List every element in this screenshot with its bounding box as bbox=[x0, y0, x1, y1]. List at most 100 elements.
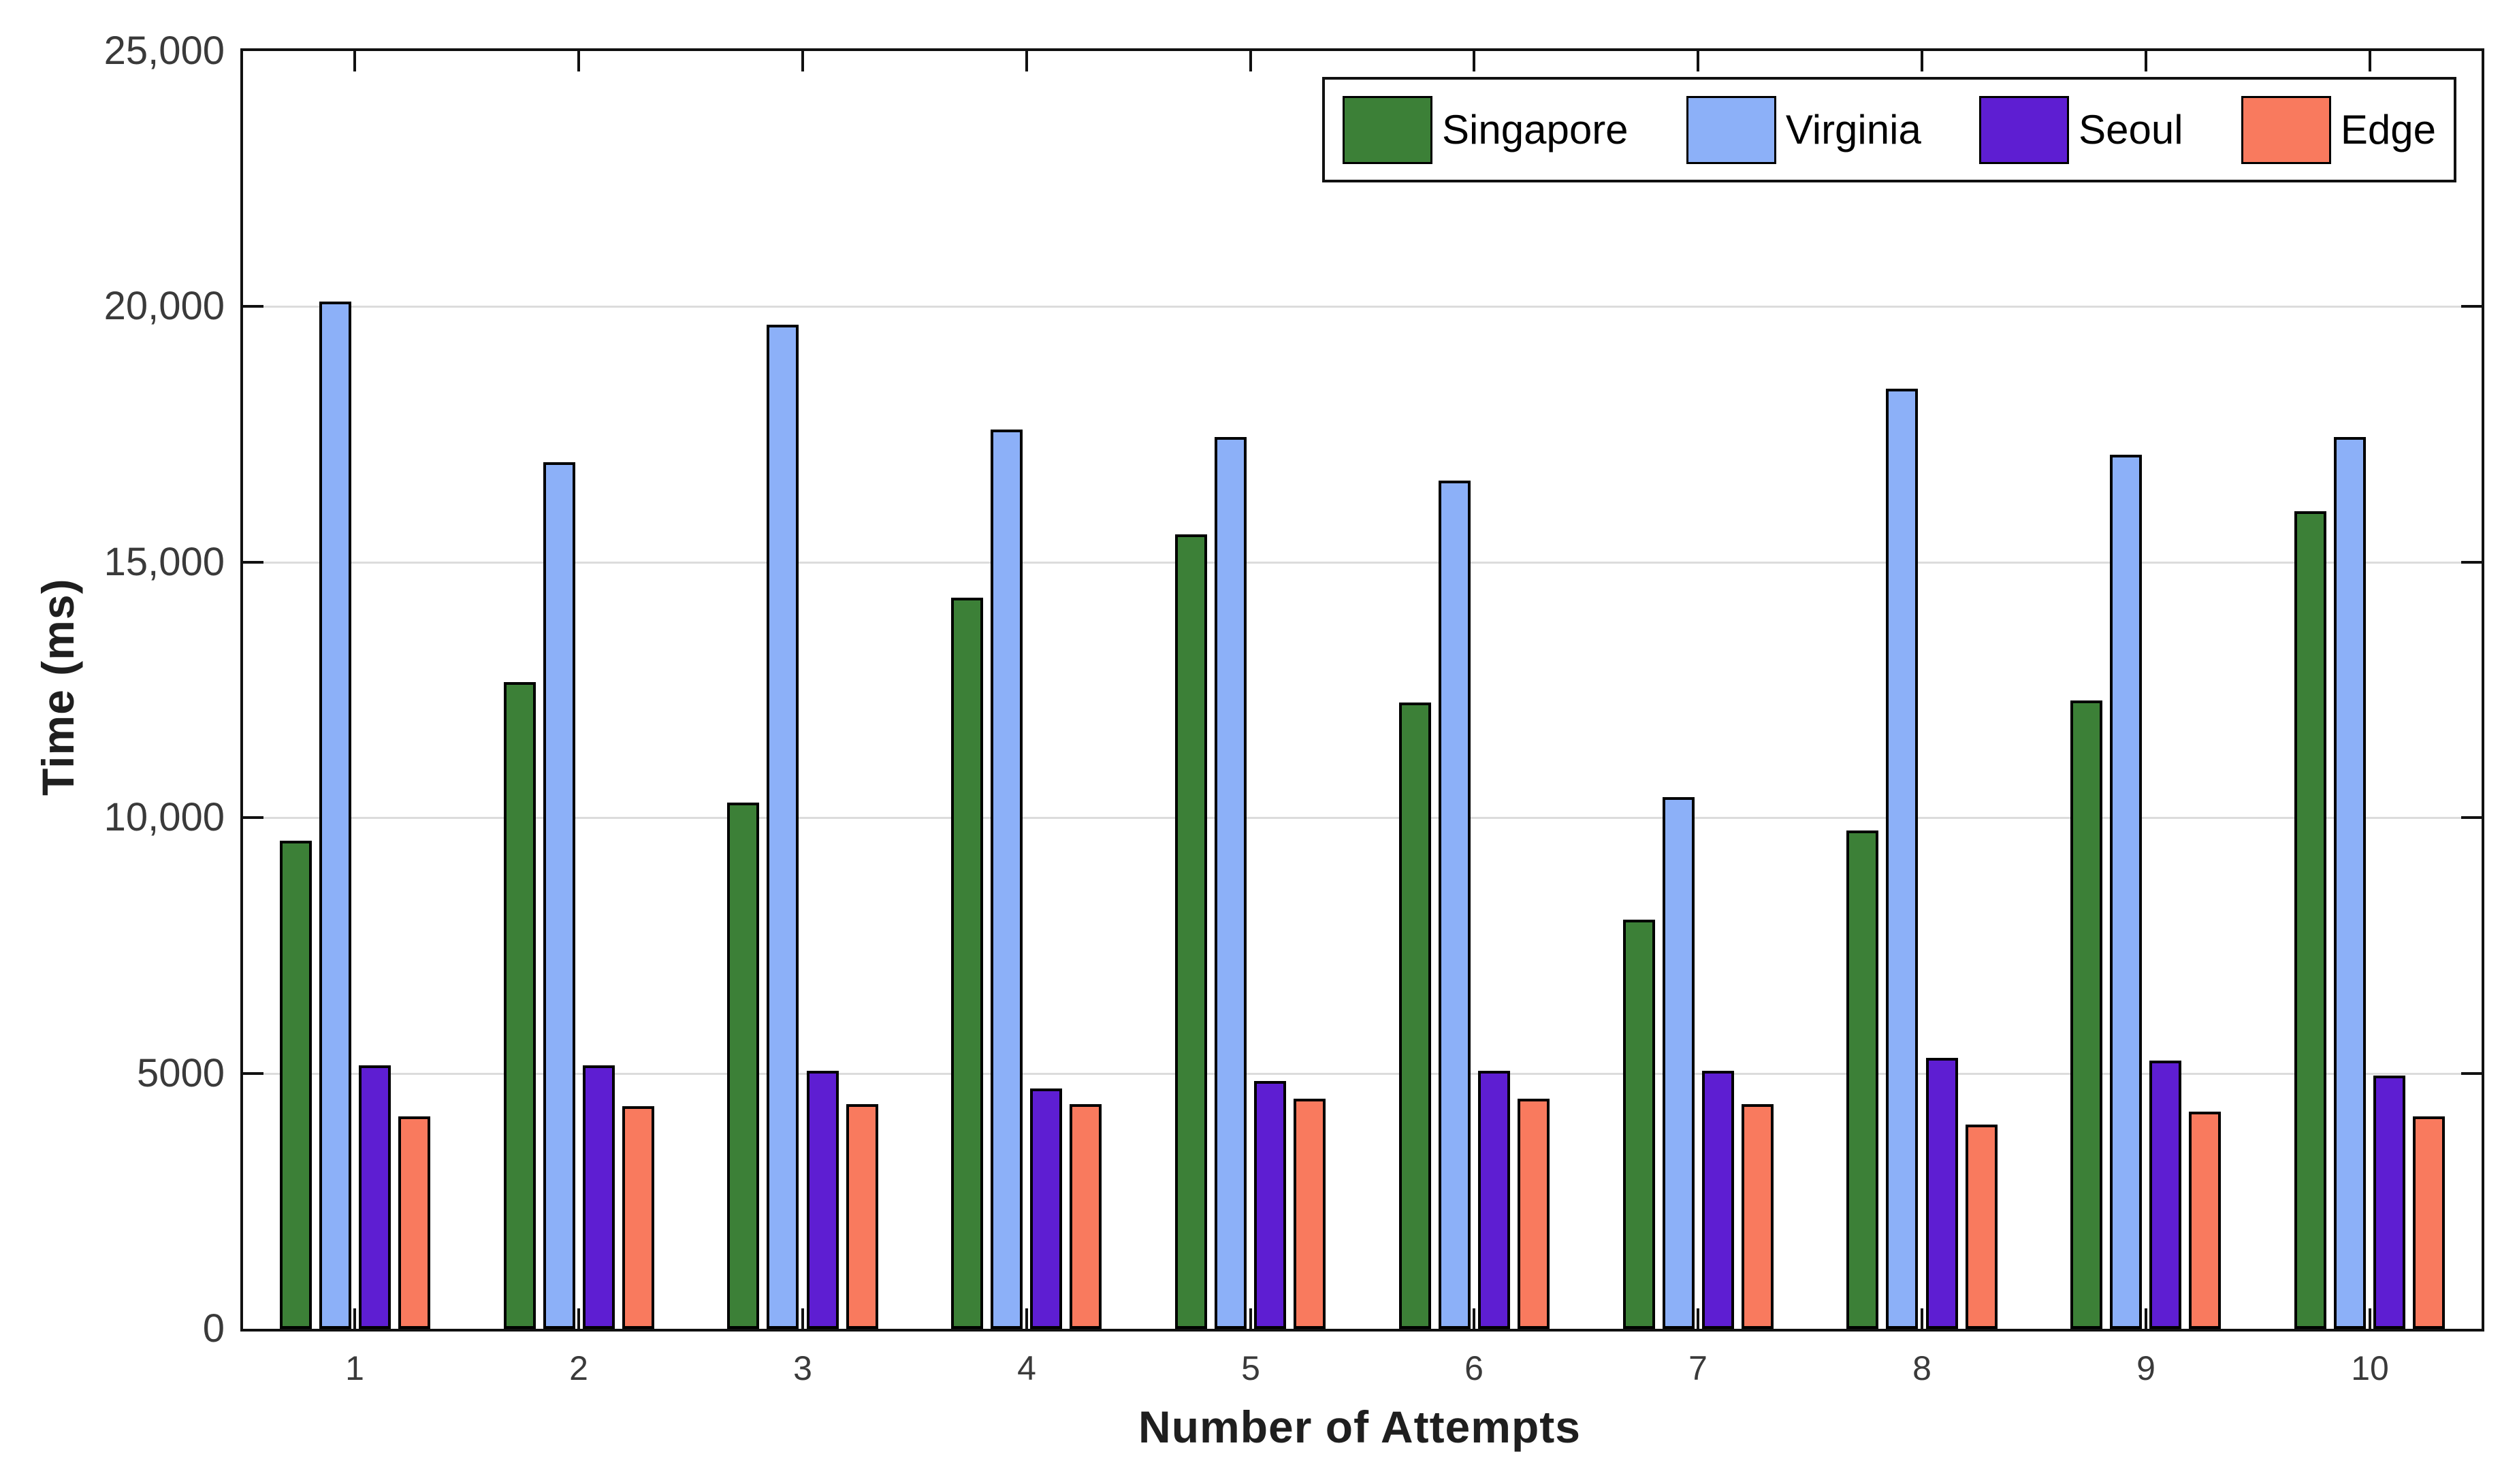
bar-edge-6 bbox=[1518, 1099, 1550, 1329]
bar-edge-1 bbox=[398, 1116, 430, 1329]
bar-edge-9 bbox=[2189, 1112, 2221, 1329]
gridline bbox=[243, 817, 2482, 819]
y-axis-title: Time (ms) bbox=[33, 578, 83, 796]
y-tick-label: 20,000 bbox=[103, 284, 225, 328]
bar-virginia-2 bbox=[543, 462, 575, 1329]
x-tick-label: 8 bbox=[1912, 1349, 1931, 1387]
bar-virginia-8 bbox=[1886, 389, 1918, 1329]
bar-seoul-3 bbox=[807, 1071, 839, 1329]
x-tick-mark bbox=[577, 1308, 580, 1329]
legend-item-virginia: Virginia bbox=[1686, 95, 1921, 164]
x-tick-label: 2 bbox=[569, 1349, 588, 1387]
y-tick-mark bbox=[2461, 561, 2482, 564]
bar-seoul-5 bbox=[1254, 1081, 1286, 1329]
legend-swatch-singapore bbox=[1343, 95, 1432, 164]
x-tick-mark bbox=[2369, 1308, 2371, 1329]
bar-edge-8 bbox=[1966, 1125, 1998, 1329]
x-tick-label: 4 bbox=[1017, 1349, 1036, 1387]
legend-item-edge: Edge bbox=[2241, 95, 2436, 164]
y-tick-mark bbox=[2461, 816, 2482, 819]
plot-area bbox=[240, 48, 2484, 1332]
y-tick-mark bbox=[2461, 305, 2482, 308]
x-tick-mark bbox=[2369, 51, 2371, 71]
gridline bbox=[243, 562, 2482, 564]
gridline bbox=[243, 1073, 2482, 1075]
gridline bbox=[243, 306, 2482, 308]
x-tick-mark bbox=[1249, 1308, 1252, 1329]
x-tick-label: 9 bbox=[2136, 1349, 2155, 1387]
bar-singapore-9 bbox=[2070, 700, 2102, 1329]
y-tick-mark bbox=[243, 816, 263, 819]
bar-singapore-4 bbox=[951, 598, 983, 1329]
bar-singapore-3 bbox=[727, 803, 759, 1329]
bar-seoul-4 bbox=[1030, 1088, 1062, 1329]
y-tick-mark bbox=[243, 305, 263, 308]
x-tick-mark bbox=[1921, 1308, 1923, 1329]
legend-swatch-virginia bbox=[1686, 95, 1776, 164]
y-tick-label: 0 bbox=[202, 1306, 225, 1351]
bar-seoul-2 bbox=[583, 1065, 615, 1329]
x-tick-mark bbox=[2145, 51, 2147, 71]
y-tick-mark bbox=[243, 1072, 263, 1075]
x-tick-mark bbox=[1697, 1308, 1699, 1329]
bar-seoul-9 bbox=[2149, 1061, 2181, 1329]
bar-singapore-7 bbox=[1623, 920, 1655, 1329]
x-tick-mark bbox=[353, 1308, 356, 1329]
x-tick-label: 1 bbox=[345, 1349, 364, 1387]
bar-virginia-7 bbox=[1663, 797, 1695, 1329]
bar-edge-3 bbox=[846, 1104, 878, 1329]
y-tick-mark bbox=[2461, 1072, 2482, 1075]
bar-virginia-6 bbox=[1439, 481, 1471, 1329]
x-tick-label: 5 bbox=[1241, 1349, 1260, 1387]
y-tick-label: 15,000 bbox=[103, 540, 225, 584]
bar-seoul-1 bbox=[359, 1065, 391, 1329]
x-tick-mark bbox=[353, 51, 356, 71]
bar-edge-2 bbox=[622, 1106, 654, 1329]
bar-seoul-6 bbox=[1478, 1071, 1510, 1329]
bar-singapore-10 bbox=[2294, 511, 2326, 1329]
x-tick-mark bbox=[1473, 1308, 1475, 1329]
x-tick-label: 3 bbox=[793, 1349, 812, 1387]
legend-item-singapore: Singapore bbox=[1343, 95, 1629, 164]
x-tick-mark bbox=[1249, 51, 1252, 71]
bar-edge-10 bbox=[2413, 1116, 2445, 1329]
bar-edge-5 bbox=[1294, 1099, 1326, 1329]
legend-label: Virginia bbox=[1785, 107, 1921, 152]
bar-virginia-9 bbox=[2110, 455, 2142, 1329]
x-tick-label: 7 bbox=[1688, 1349, 1708, 1387]
bar-singapore-6 bbox=[1399, 703, 1431, 1329]
x-axis-title: Number of Attempts bbox=[1138, 1402, 1581, 1452]
bar-seoul-7 bbox=[1702, 1071, 1734, 1329]
legend-label: Edge bbox=[2340, 107, 2436, 152]
x-tick-label: 10 bbox=[2351, 1349, 2389, 1387]
legend: Singapore Virginia Seoul Edge bbox=[1322, 77, 2456, 182]
x-tick-mark bbox=[1921, 51, 1923, 71]
y-tick-label: 10,000 bbox=[103, 795, 225, 839]
x-tick-mark bbox=[801, 1308, 804, 1329]
bar-singapore-2 bbox=[504, 682, 536, 1329]
legend-label: Singapore bbox=[1442, 107, 1629, 152]
bar-singapore-8 bbox=[1846, 830, 1878, 1329]
x-tick-mark bbox=[1473, 51, 1475, 71]
legend-swatch-edge bbox=[2241, 95, 2331, 164]
y-tick-label: 25,000 bbox=[103, 29, 225, 73]
bar-seoul-10 bbox=[2373, 1076, 2405, 1329]
bar-seoul-8 bbox=[1926, 1058, 1958, 1329]
y-tick-label: 5000 bbox=[136, 1051, 225, 1095]
bar-edge-4 bbox=[1070, 1104, 1102, 1329]
x-tick-mark bbox=[1697, 51, 1699, 71]
bar-singapore-1 bbox=[280, 841, 312, 1329]
x-tick-mark bbox=[577, 51, 580, 71]
bar-singapore-5 bbox=[1175, 534, 1207, 1329]
x-tick-mark bbox=[801, 51, 804, 71]
x-tick-mark bbox=[1025, 51, 1028, 71]
bar-virginia-1 bbox=[319, 302, 351, 1329]
bar-edge-7 bbox=[1742, 1104, 1774, 1329]
legend-item-seoul: Seoul bbox=[1979, 95, 2183, 164]
bar-virginia-5 bbox=[1215, 437, 1247, 1329]
x-tick-mark bbox=[2145, 1308, 2147, 1329]
legend-label: Seoul bbox=[2079, 107, 2183, 152]
legend-swatch-seoul bbox=[1979, 95, 2070, 164]
x-tick-mark bbox=[1025, 1308, 1028, 1329]
